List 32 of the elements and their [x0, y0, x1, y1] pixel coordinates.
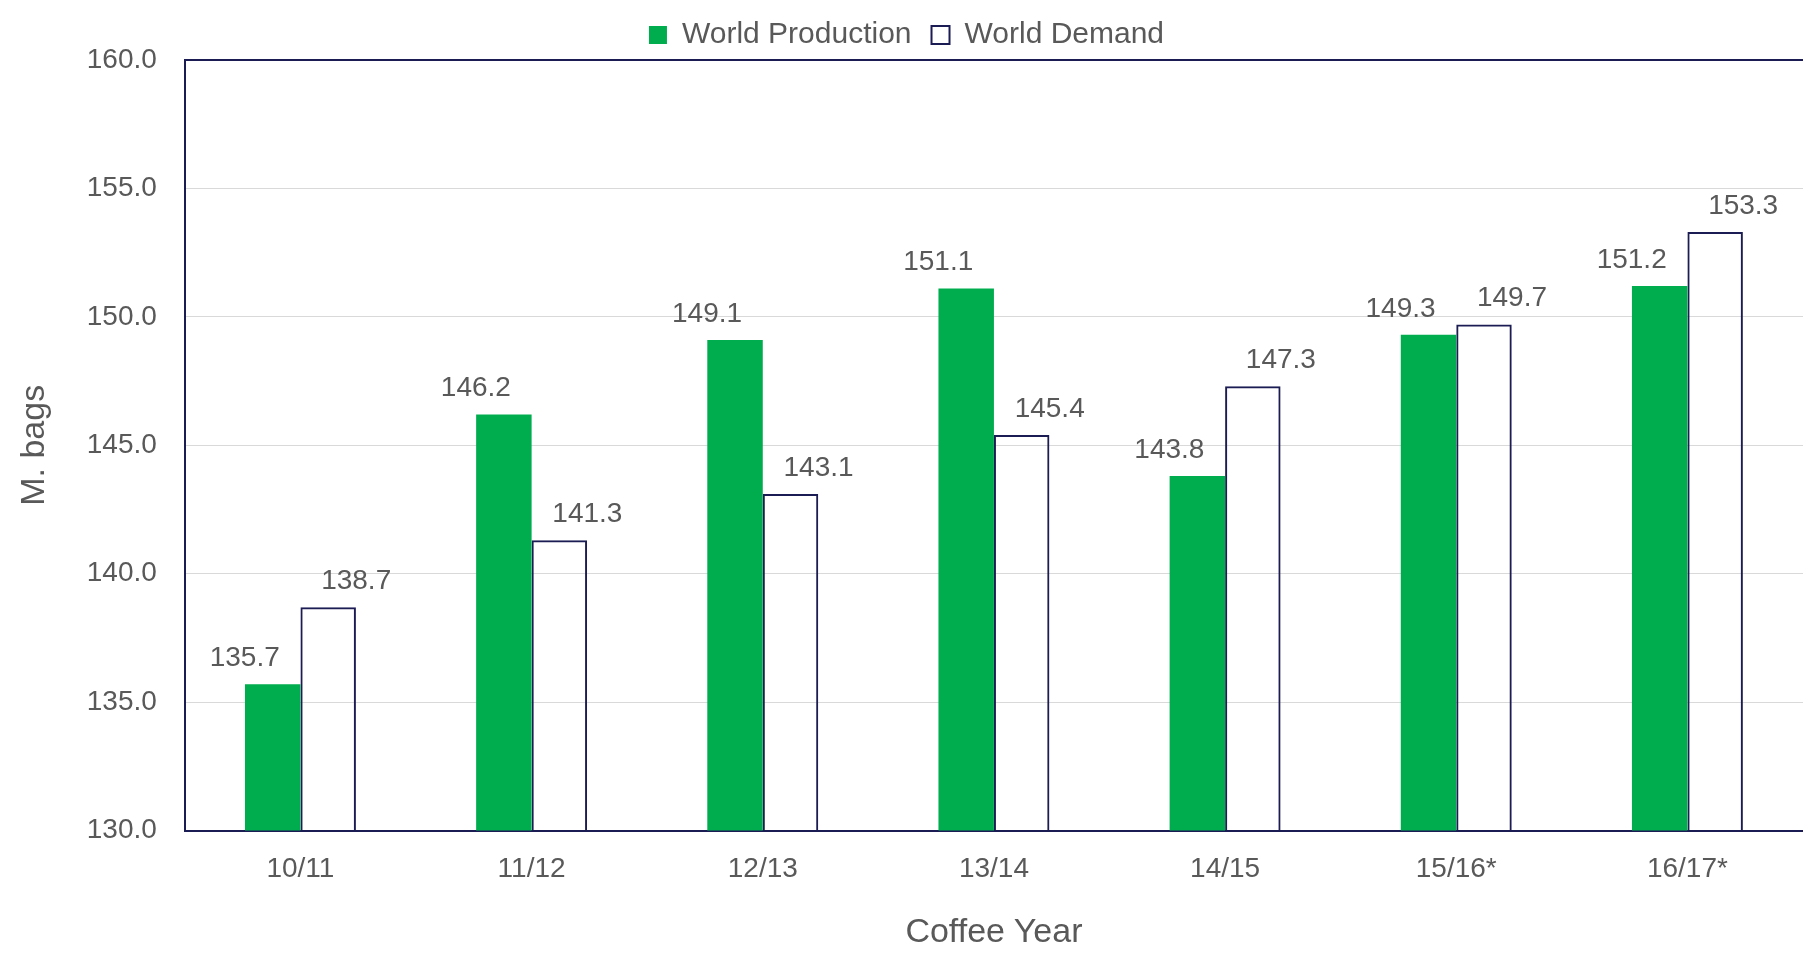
- data-label: 146.2: [440, 371, 511, 403]
- data-label: 153.3: [1708, 188, 1779, 220]
- y-tick-label: 150.0: [86, 299, 157, 331]
- y-tick-label: 160.0: [86, 42, 157, 74]
- y-tick-label: 155.0: [86, 171, 157, 203]
- data-label: 149.1: [671, 296, 743, 328]
- x-tick-label: 14/15: [1190, 852, 1261, 884]
- data-label: 143.8: [1134, 432, 1205, 464]
- x-tick-label: 11/12: [497, 852, 566, 884]
- data-label: 149.3: [1365, 291, 1436, 323]
- data-label: 149.7: [1476, 281, 1548, 313]
- data-label: 147.3: [1245, 342, 1316, 374]
- legend-label: World Production: [681, 16, 912, 50]
- y-tick-label: 135.0: [86, 684, 157, 716]
- data-label: 143.1: [783, 450, 854, 482]
- x-tick-label: 16/17*: [1646, 852, 1728, 884]
- y-tick-label: 145.0: [86, 428, 157, 460]
- data-label: 145.4: [1014, 391, 1085, 423]
- data-label: 135.7: [209, 640, 280, 672]
- x-tick-label: 13/14: [958, 852, 1029, 884]
- y-tick-label: 140.0: [86, 556, 157, 588]
- x-tick-label: 10/11: [266, 852, 335, 884]
- data-label: 138.7: [321, 563, 392, 595]
- data-label: 151.2: [1596, 242, 1667, 274]
- data-label: 141.3: [552, 497, 623, 529]
- x-tick-label: 12/13: [727, 852, 798, 884]
- data-label: 151.1: [903, 245, 974, 277]
- y-axis-title: M. bags: [12, 384, 51, 506]
- x-tick-label: 15/16*: [1415, 852, 1497, 884]
- y-tick-label: 130.0: [86, 813, 157, 845]
- x-axis-title: Coffee Year: [905, 910, 1083, 949]
- legend-label: World Demand: [964, 16, 1165, 50]
